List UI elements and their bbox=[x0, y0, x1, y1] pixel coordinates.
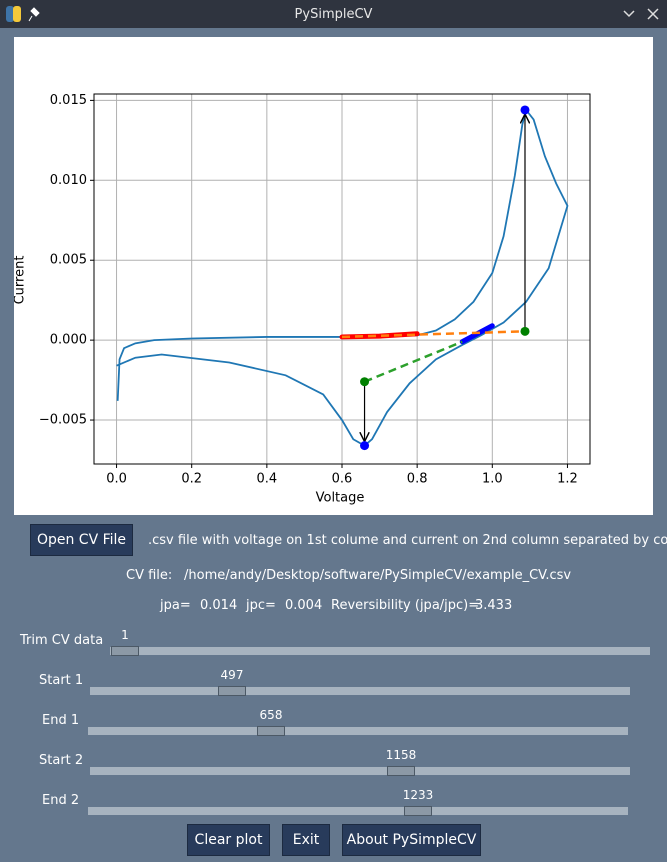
point bbox=[360, 377, 370, 387]
reversibility-value: 3.433 bbox=[475, 598, 513, 613]
x-tick-label: 0.0 bbox=[106, 472, 127, 487]
slider-handle[interactable] bbox=[257, 726, 285, 736]
x-tick-label: 0.6 bbox=[332, 472, 353, 487]
slider-value: 1158 bbox=[385, 748, 417, 762]
series-line bbox=[339, 331, 420, 340]
series-line bbox=[116, 107, 569, 447]
slider-label: End 2 bbox=[42, 793, 80, 808]
series-line bbox=[364, 340, 463, 383]
window-title: PySimpleCV bbox=[294, 7, 373, 22]
y-axis-label: Current bbox=[14, 256, 28, 305]
slider-track[interactable] bbox=[110, 647, 650, 655]
slider-label: Start 1 bbox=[39, 673, 84, 688]
slider-handle[interactable] bbox=[218, 686, 246, 696]
title-bar: PySimpleCV bbox=[0, 0, 667, 28]
open-file-button[interactable]: Open CV File bbox=[30, 524, 133, 556]
about-button[interactable]: About PySimpleCV bbox=[342, 824, 481, 856]
exit-button[interactable]: Exit bbox=[282, 824, 330, 856]
slider-handle[interactable] bbox=[404, 806, 432, 816]
cv-file-label: CV file: bbox=[126, 568, 173, 583]
slider-track[interactable] bbox=[88, 727, 628, 735]
slider-label: Trim CV data bbox=[20, 633, 104, 648]
window-controls[interactable] bbox=[620, 6, 664, 22]
slider-track[interactable] bbox=[88, 807, 628, 815]
slider-handle[interactable] bbox=[111, 646, 139, 656]
jpc-value: 0.004 bbox=[285, 598, 323, 613]
slider-handle[interactable] bbox=[387, 766, 415, 776]
slider-value: 1 bbox=[121, 628, 129, 642]
point bbox=[520, 326, 530, 336]
clear-plot-button[interactable]: Clear plot bbox=[187, 824, 270, 856]
chart: Voltage Current 0.0 0.2 0.4 0.6 0.8 1.0 1.2 −0.… bbox=[14, 37, 653, 515]
jpc-label: jpc= bbox=[246, 598, 276, 613]
x-axis-label: Voltage bbox=[316, 491, 365, 506]
series-line bbox=[341, 330, 526, 339]
slider-track[interactable] bbox=[90, 767, 630, 775]
slider-track[interactable] bbox=[90, 687, 630, 695]
x-tick-label: 1.2 bbox=[557, 472, 578, 487]
slider-value: 497 bbox=[220, 668, 244, 682]
reversibility-label: Reversibility (jpa/jpc)= bbox=[331, 598, 480, 613]
y-tick-label: −0.005 bbox=[39, 413, 87, 428]
point bbox=[360, 441, 370, 451]
plot-frame bbox=[93, 93, 591, 465]
y-tick-label: 0.015 bbox=[50, 93, 87, 108]
y-tick-label: 0.000 bbox=[50, 333, 87, 348]
point bbox=[520, 105, 530, 115]
y-tick-label: 0.005 bbox=[50, 253, 87, 268]
slider-label: End 1 bbox=[42, 713, 80, 728]
x-tick-label: 0.8 bbox=[407, 472, 428, 487]
file-hint: .csv file with voltage on 1st colume and… bbox=[148, 533, 667, 548]
slider-value: 1233 bbox=[402, 788, 434, 802]
cv-file-path: /home/andy/Desktop/software/PySimpleCV/e… bbox=[184, 568, 572, 583]
jpa-label: jpa= bbox=[160, 598, 191, 613]
x-tick-label: 0.4 bbox=[257, 472, 278, 487]
x-tick-label: 0.2 bbox=[181, 472, 202, 487]
y-tick-label: 0.010 bbox=[50, 173, 87, 188]
slider-label: Start 2 bbox=[39, 753, 84, 768]
slider-value: 658 bbox=[259, 708, 283, 722]
window-icons bbox=[6, 6, 40, 22]
x-tick-label: 1.0 bbox=[482, 472, 503, 487]
jpa-value: 0.014 bbox=[200, 598, 238, 613]
